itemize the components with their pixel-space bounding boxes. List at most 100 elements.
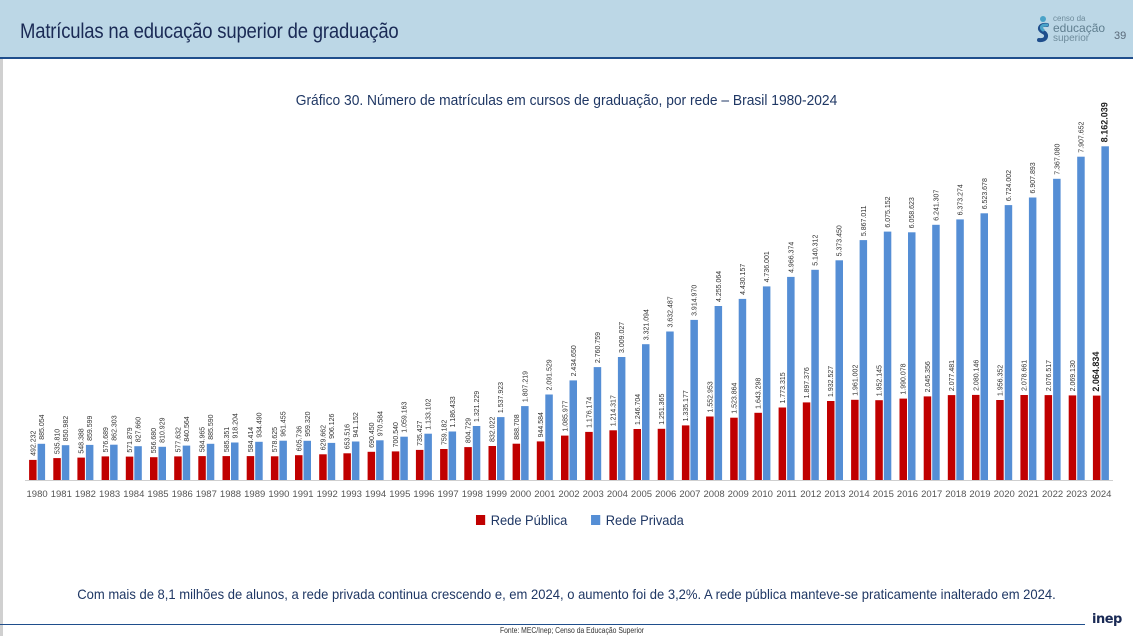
x-tick-2002: 2002 (558, 489, 579, 500)
bar-privada-1994 (376, 440, 384, 480)
label-privada-1995: 1.059.163 (402, 401, 409, 432)
label-privada-2007: 3.914.970 (692, 285, 699, 316)
label-publica-1991: 605.736 (296, 426, 303, 451)
label-publica-1987: 584.965 (200, 427, 207, 452)
label-privada-2016: 6.058.623 (909, 197, 916, 228)
bar-publica-1996 (415, 449, 424, 480)
label-publica-2004: 1.214.317 (611, 395, 618, 426)
x-tick-2000: 2000 (510, 489, 531, 500)
x-tick-2005: 2005 (631, 489, 652, 500)
footer-divider (0, 624, 1085, 625)
x-tick-1980: 1980 (27, 489, 48, 500)
label-publica-2020: 1.956.352 (997, 365, 1004, 396)
logo-line-3: superior (1053, 33, 1090, 44)
label-publica-2011: 1.773.315 (780, 372, 787, 403)
x-tick-2010: 2010 (752, 489, 773, 500)
label-privada-1980: 885.054 (39, 414, 46, 439)
slide-edge (0, 0, 3, 636)
bar-privada-1983 (110, 444, 118, 480)
x-tick-2024: 2024 (1090, 489, 1111, 500)
legend-swatch-publica (475, 515, 486, 525)
label-privada-1997: 1.186.433 (450, 396, 457, 427)
bar-publica-2020 (996, 400, 1004, 480)
label-publica-1983: 576.689 (103, 427, 110, 452)
label-privada-2022: 7.367.080 (1054, 144, 1061, 175)
x-tick-1982: 1982 (75, 489, 96, 500)
x-tick-2018: 2018 (945, 489, 966, 500)
label-privada-2001: 2.091.529 (547, 359, 554, 390)
label-privada-2019: 6.523.678 (982, 178, 989, 209)
label-publica-2018: 2.077.481 (949, 360, 956, 391)
x-tick-1997: 1997 (438, 489, 459, 500)
bar-privada-2018 (956, 219, 964, 480)
x-tick-1985: 1985 (147, 489, 168, 500)
label-privada-1984: 827.660 (136, 417, 143, 442)
bar-publica-2018 (947, 395, 956, 480)
bar-privada-2022 (1053, 178, 1061, 481)
bar-publica-2006 (657, 428, 666, 480)
bar-privada-2007 (690, 319, 698, 480)
bar-publica-2010 (754, 412, 762, 480)
label-publica-2012: 1.897.376 (804, 367, 811, 398)
bar-privada-2010 (762, 286, 771, 480)
x-tick-2022: 2022 (1042, 489, 1063, 500)
x-tick-1998: 1998 (462, 489, 483, 500)
bar-privada-2016 (908, 232, 916, 480)
label-privada-1986: 840.564 (184, 416, 191, 441)
label-publica-1988: 585.351 (224, 427, 231, 452)
label-privada-2000: 1.807.219 (522, 371, 529, 402)
bar-privada-2009 (738, 298, 747, 480)
x-tick-2013: 2013 (824, 489, 845, 500)
legend-swatch-privada (591, 515, 601, 525)
bar-publica-2008 (706, 416, 714, 480)
x-tick-2001: 2001 (534, 489, 555, 500)
x-tick-1987: 1987 (196, 489, 217, 500)
bar-publica-1981 (53, 458, 61, 480)
label-privada-1996: 1.133.102 (426, 398, 433, 429)
label-publica-2000: 888.708 (514, 414, 521, 439)
label-privada-1990: 961.455 (281, 411, 288, 436)
x-tick-2019: 2019 (969, 489, 990, 500)
label-privada-1999: 1.537.923 (498, 382, 505, 413)
bar-privada-2004 (617, 357, 626, 480)
bar-publica-1985 (150, 457, 158, 480)
label-publica-2008: 1.552.953 (707, 381, 714, 412)
bar-publica-1989 (246, 456, 255, 480)
x-tick-2003: 2003 (583, 489, 604, 500)
label-privada-1992: 906.126 (329, 413, 336, 438)
bar-publica-2022 (1044, 395, 1053, 480)
label-publica-2019: 2.080.146 (973, 360, 980, 391)
bar-privada-1997 (448, 431, 457, 480)
page-title: Matrículas na educação superior de gradu… (20, 20, 399, 43)
bar-publica-2003 (585, 431, 593, 480)
label-publica-2021: 2.078.661 (1022, 360, 1029, 391)
label-publica-1986: 577.632 (175, 427, 182, 452)
label-privada-2021: 6.907.893 (1030, 162, 1037, 193)
label-privada-1994: 970.584 (377, 411, 384, 436)
legend-item-publica: Rede Pública (475, 512, 567, 528)
bar-privada-1990 (279, 440, 287, 480)
bar-publica-1992 (319, 454, 327, 480)
label-publica-2024: 2.064.834 (1091, 352, 1101, 392)
bar-privada-2013 (835, 260, 843, 480)
bar-publica-2021 (1020, 395, 1028, 480)
label-privada-2010: 4.736.001 (764, 251, 771, 282)
label-privada-1998: 1.321.229 (474, 391, 481, 422)
bar-publica-2001 (536, 441, 545, 480)
page-number: 39 (1114, 30, 1127, 42)
label-privada-2020: 6.724.002 (1006, 170, 1013, 201)
x-tick-2006: 2006 (655, 489, 676, 500)
bar-privada-1989 (255, 441, 263, 480)
bar-publica-1988 (222, 456, 230, 480)
x-tick-2017: 2017 (921, 489, 942, 500)
label-publica-1981: 535.810 (55, 429, 62, 454)
x-tick-1991: 1991 (292, 489, 313, 500)
label-privada-1988: 918.204 (232, 413, 239, 438)
bar-privada-2012 (811, 269, 819, 480)
bar-privada-1984 (134, 446, 142, 480)
bar-publica-2012 (802, 402, 811, 480)
x-tick-1994: 1994 (365, 489, 386, 500)
label-privada-2013: 5.373.450 (837, 225, 844, 256)
bar-publica-2013 (827, 401, 835, 480)
